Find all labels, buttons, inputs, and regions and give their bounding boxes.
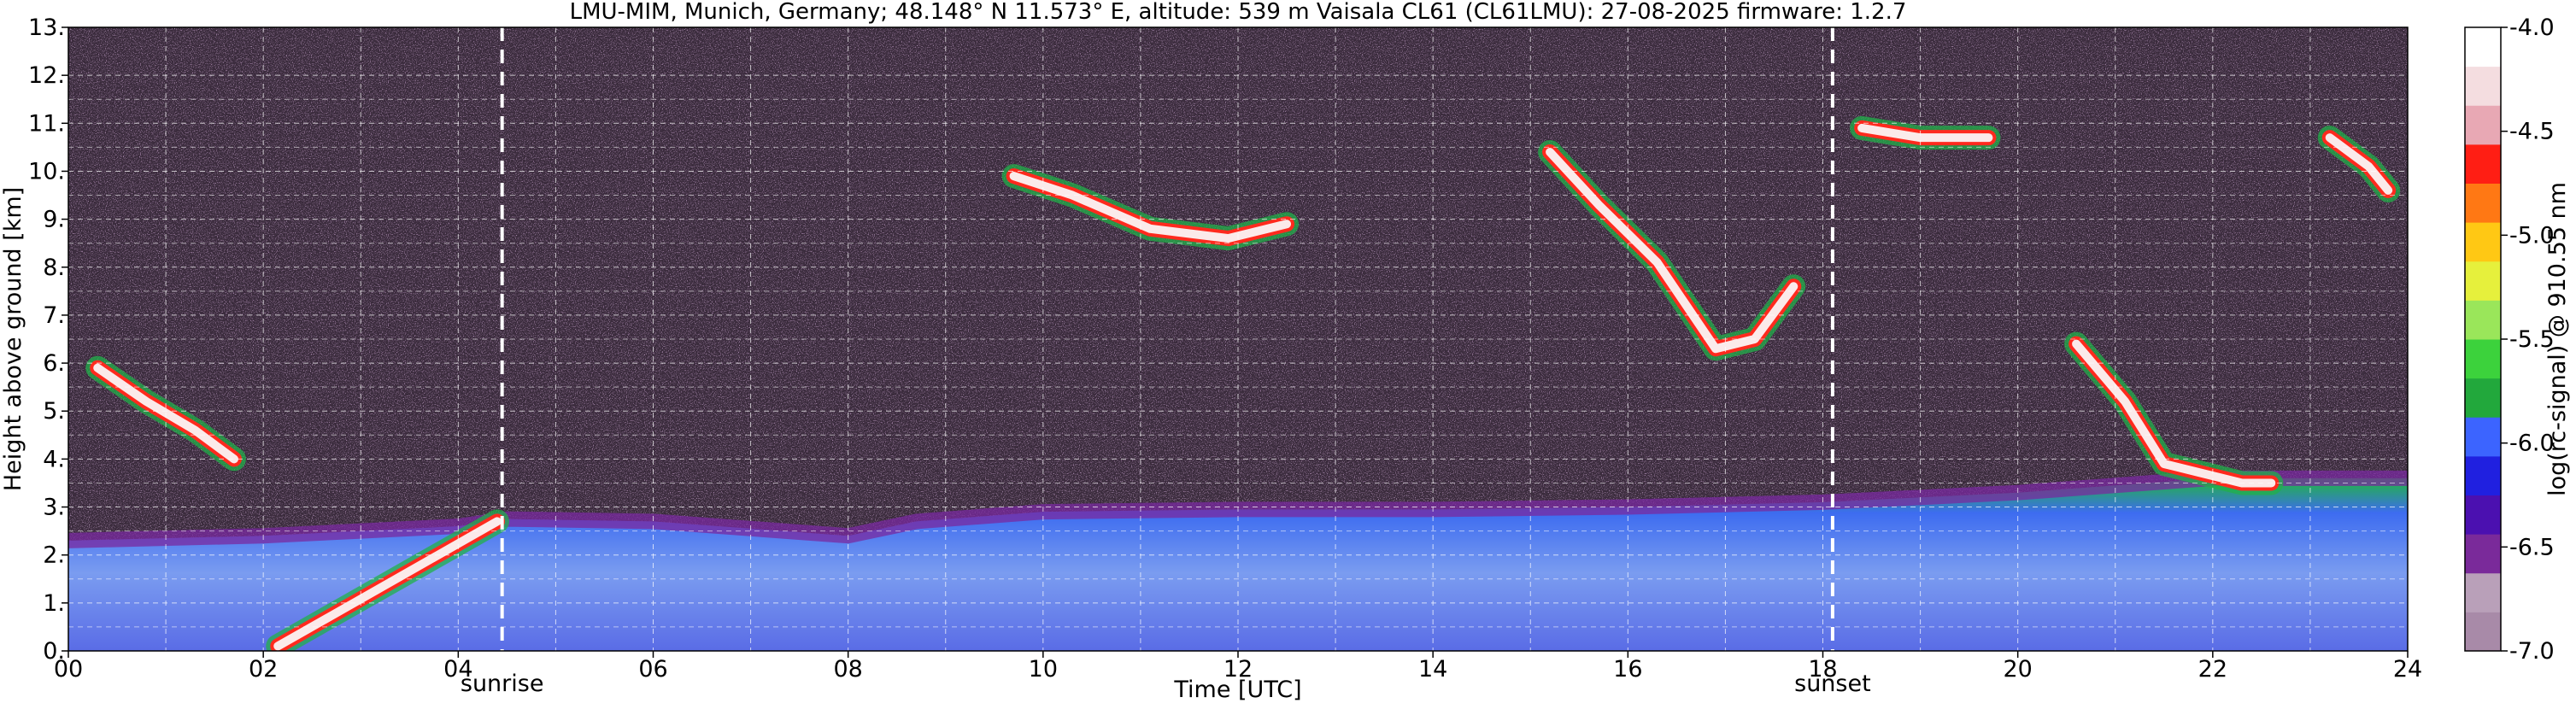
- x-tick-label: 18: [1808, 656, 1837, 683]
- x-tick-label: 06: [638, 656, 667, 683]
- colorbar-swatches: [2465, 27, 2501, 652]
- colorbar-tick-label: -4.0: [2509, 15, 2555, 41]
- cloud-core-3: [2072, 339, 2276, 488]
- x-tick-label: 12: [1223, 656, 1253, 683]
- y-tick-label: 3.: [43, 495, 65, 521]
- x-tick-label: 24: [2393, 656, 2422, 683]
- colorbar-swatch: [2465, 339, 2501, 379]
- colorbar-swatch: [2465, 495, 2501, 535]
- x-tick-label: 00: [54, 656, 83, 683]
- y-tick-label: 13.: [28, 15, 65, 41]
- y-axis-label: Height above ground [km]: [0, 187, 26, 491]
- y-tick-label: 0.: [43, 638, 65, 665]
- colorbar-swatch: [2465, 417, 2501, 457]
- colorbar-swatch: [2465, 572, 2501, 612]
- colorbar-swatch: [2465, 300, 2501, 340]
- y-tick-label: 10.: [28, 158, 65, 185]
- cloud-layers: [85, 115, 2401, 651]
- sunrise-label: sunrise: [461, 671, 544, 697]
- x-tick-label: 14: [1418, 656, 1447, 683]
- y-tick-label: 6.: [43, 350, 65, 377]
- colorbar-tick-label: -7.0: [2509, 638, 2555, 665]
- x-tick-label: 02: [249, 656, 278, 683]
- colorbar-swatch: [2465, 66, 2501, 106]
- colorbar-swatch: [2465, 534, 2501, 574]
- colorbar-swatch: [2465, 105, 2501, 145]
- x-tick-label: 08: [833, 656, 862, 683]
- x-axis-label: Time [UTC]: [1173, 677, 1301, 703]
- y-tick-label: 4.: [43, 446, 65, 472]
- colorbar-tick-label: -6.0: [2509, 431, 2555, 457]
- colorbar-swatch: [2465, 183, 2501, 223]
- sun-lines: [500, 27, 1834, 651]
- y-tick-label: 1.: [43, 590, 65, 617]
- colorbar-tick-label: -5.0: [2509, 222, 2555, 249]
- x-axis-ticks: 00 02 04 06 08 10 12 14 16 18 20 22 24: [54, 651, 2422, 683]
- y-tick-label: 8.: [43, 255, 65, 281]
- colorbar-swatch: [2465, 27, 2501, 67]
- sunset-label: sunset: [1794, 671, 1871, 697]
- colorbar-swatch: [2465, 378, 2501, 418]
- colorbar-swatch: [2465, 612, 2501, 652]
- colorbar: -7.0 -6.5 -6.0 -5.5 -5.0 -4.5 -4.0 log(rc-sign…: [2464, 15, 2571, 665]
- x-tick-label: 04: [443, 656, 472, 683]
- y-tick-label: 9.: [43, 207, 65, 233]
- cloud-core-0: [93, 363, 238, 464]
- y-tick-label: 12.: [28, 62, 65, 89]
- y-axis-ticks: 0. 1. 2. 3. 4. 5. 6. 7. 8. 9. 10. 11. 12. 13.: [28, 15, 68, 665]
- x-tick-label: 22: [2198, 656, 2227, 683]
- colorbar-swatch: [2465, 144, 2501, 184]
- cloud-core-4: [1009, 172, 1292, 243]
- cloud-core-1: [273, 517, 502, 651]
- colorbar-tick-label: -4.5: [2509, 119, 2555, 145]
- colorbar-ticks: -7.0 -6.5 -6.0 -5.5 -5.0 -4.5 -4.0: [2501, 15, 2555, 665]
- cloud-core-6: [1857, 123, 1993, 143]
- colorbar-label: log(rc-signal) @ 910.55 nm: [2544, 182, 2571, 496]
- x-tick-label: 10: [1029, 656, 1058, 683]
- chart-title: LMU-MIM, Munich, Germany; 48.148° N 11.5…: [570, 0, 1907, 25]
- x-tick-label: 20: [2003, 656, 2032, 683]
- y-tick-label: 7.: [43, 302, 65, 329]
- y-tick-label: 11.: [28, 110, 65, 137]
- colorbar-swatch: [2465, 455, 2501, 495]
- plot-area: [67, 26, 2409, 652]
- cloud-core-5: [2325, 133, 2393, 195]
- colorbar-tick-label: -6.5: [2509, 534, 2555, 560]
- colorbar-swatch: [2465, 222, 2501, 262]
- colorbar-tick-label: -5.5: [2509, 326, 2555, 353]
- x-tick-label: 16: [1613, 656, 1642, 683]
- y-tick-label: 2.: [43, 542, 65, 569]
- y-tick-label: 5.: [43, 398, 65, 425]
- colorbar-swatch: [2465, 261, 2501, 301]
- grid-lines: [68, 27, 2408, 651]
- cloud-core-2: [1546, 148, 1799, 354]
